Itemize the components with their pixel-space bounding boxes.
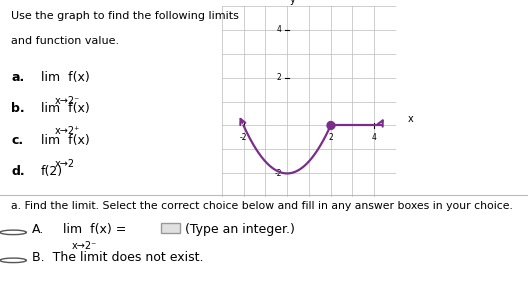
- Text: 4: 4: [372, 133, 376, 142]
- Text: x→2: x→2: [54, 159, 74, 169]
- Text: lim  f(x) =: lim f(x) =: [63, 223, 127, 236]
- Text: x: x: [408, 114, 414, 124]
- Bar: [161, 223, 180, 233]
- Text: -2: -2: [274, 169, 281, 178]
- Text: x→2⁻: x→2⁻: [54, 96, 80, 106]
- Text: d.: d.: [12, 165, 25, 178]
- Text: y: y: [289, 0, 295, 5]
- Circle shape: [0, 258, 26, 263]
- Text: (Type an integer.): (Type an integer.): [185, 223, 295, 236]
- Text: Use the graph to find the following limits: Use the graph to find the following limi…: [12, 11, 239, 21]
- Text: x→2⁺: x→2⁺: [54, 126, 80, 136]
- Circle shape: [327, 122, 334, 129]
- Circle shape: [0, 230, 26, 235]
- Text: B.  The limit does not exist.: B. The limit does not exist.: [32, 251, 203, 264]
- Text: c.: c.: [12, 134, 23, 147]
- Text: 2: 2: [328, 133, 333, 142]
- Text: lim  f(x): lim f(x): [41, 102, 90, 114]
- Text: x→2⁻: x→2⁻: [71, 241, 97, 251]
- Text: A.: A.: [32, 223, 44, 236]
- Text: lim  f(x): lim f(x): [41, 134, 90, 147]
- Text: a. Find the limit. Select the correct choice below and fill in any answer boxes : a. Find the limit. Select the correct ch…: [11, 201, 513, 211]
- Text: -2: -2: [240, 133, 247, 142]
- Text: b.: b.: [12, 102, 25, 114]
- Text: 2: 2: [277, 73, 281, 82]
- Text: a.: a.: [12, 71, 25, 84]
- Text: lim  f(x): lim f(x): [41, 71, 90, 84]
- Text: and function value.: and function value.: [12, 36, 119, 46]
- Text: f(2): f(2): [41, 165, 63, 178]
- Text: 4: 4: [277, 25, 281, 34]
